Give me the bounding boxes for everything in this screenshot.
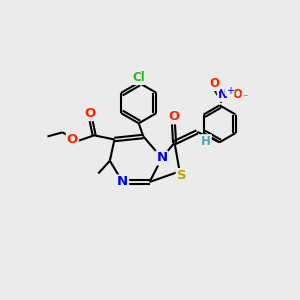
Text: N: N: [117, 176, 128, 188]
Text: O: O: [67, 134, 78, 146]
Text: ⁻: ⁻: [242, 93, 248, 103]
Text: +: +: [226, 85, 234, 95]
Text: O: O: [85, 107, 96, 120]
Text: Cl: Cl: [132, 71, 145, 84]
Text: O: O: [232, 88, 243, 101]
Text: H: H: [201, 135, 211, 148]
Text: N: N: [156, 152, 167, 164]
Text: N: N: [218, 88, 228, 101]
Text: S: S: [177, 169, 186, 182]
Text: O: O: [168, 110, 179, 123]
Text: O: O: [209, 77, 219, 90]
